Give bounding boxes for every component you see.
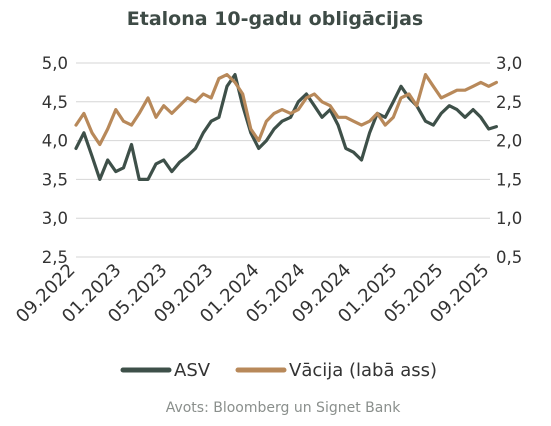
y-left-tick-label: 4,5 [42, 93, 68, 112]
y-right-tick-label: 1,0 [496, 209, 522, 228]
y-left-tick-label: 4,0 [42, 132, 68, 151]
series-line-1 [74, 72, 498, 147]
y-left-tick-label: 5,0 [42, 54, 68, 73]
legend-label: ASV [174, 360, 211, 381]
source-note: Avots: Bloomberg un Signet Bank [166, 400, 402, 416]
y-left-tick-label: 3,5 [42, 170, 68, 189]
y-left-tick-label: 2,5 [42, 248, 68, 267]
series-line-0 [74, 72, 498, 181]
series-lines [74, 72, 498, 181]
y-right-tick-label: 0,5 [496, 248, 522, 267]
y-right-tick-label: 1,5 [496, 170, 522, 189]
x-axis: 09.202201.202305.202309.202301.202405.20… [12, 260, 493, 327]
y-right-tick-label: 3,0 [496, 54, 522, 73]
y-right-tick-label: 2,5 [496, 93, 522, 112]
legend: ASV Vācija (labā ass) [120, 360, 437, 381]
y-right-tick-label: 2,0 [496, 132, 522, 151]
chart-title: Etalona 10-gadu obligācijas [127, 8, 423, 30]
y-axis-left: 2,5 3,0 3,5 4,0 4,5 5,0 [42, 54, 68, 267]
y-left-tick-label: 3,0 [42, 209, 68, 228]
legend-label: Vācija (labā ass) [289, 360, 437, 381]
y-axis-right: 0,5 1,0 1,5 2,0 2,5 3,0 [496, 54, 522, 267]
gridlines [76, 62, 490, 258]
